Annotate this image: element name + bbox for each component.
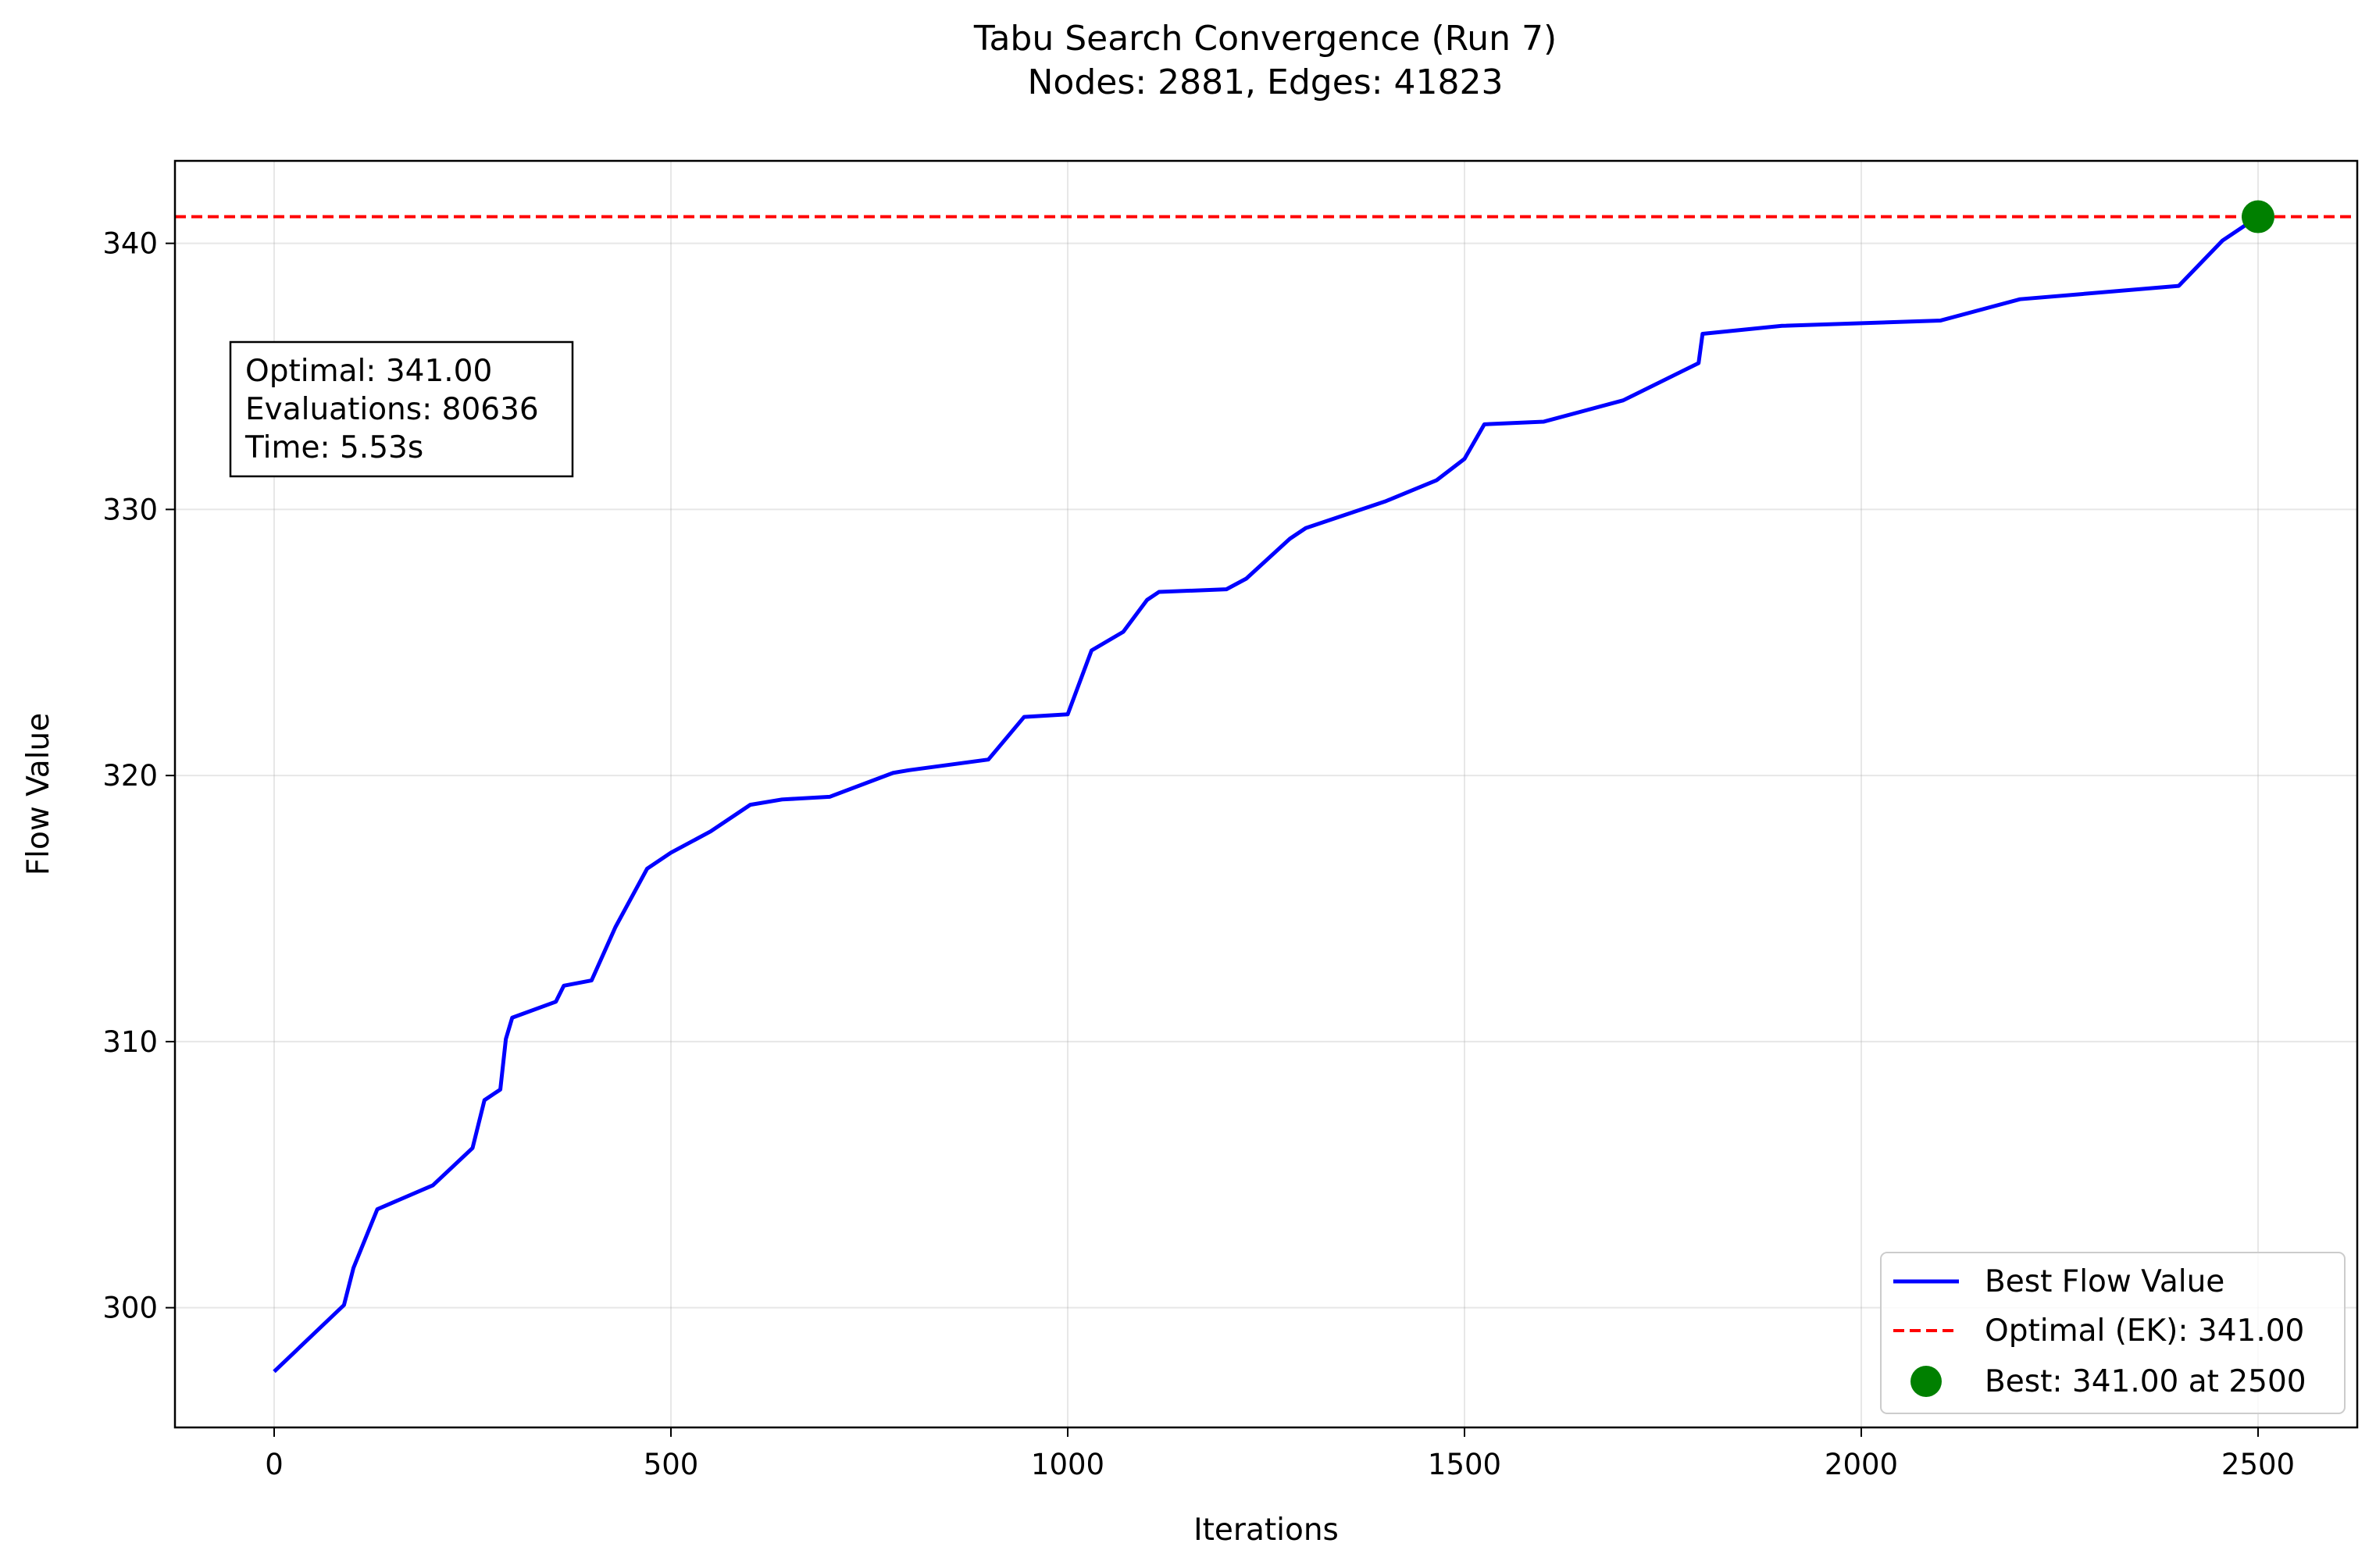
- x-tick-label: 0: [265, 1448, 284, 1481]
- legend-label-optimal: Optimal (EK): 341.00: [1985, 1313, 2304, 1349]
- y-tick-label: 330: [102, 493, 158, 526]
- y-tick-label: 320: [102, 759, 158, 793]
- y-axis-label: Flow Value: [21, 713, 56, 876]
- y-tick-label: 340: [102, 227, 158, 261]
- stats-annotation-box: Optimal: 341.00 Evaluations: 80636 Time:…: [229, 340, 574, 478]
- y-tick-label: 300: [102, 1292, 158, 1325]
- chart-title-line2: Nodes: 2881, Edges: 41823: [1028, 62, 1504, 102]
- x-tick-label: 500: [644, 1448, 699, 1481]
- best-flow-line: [273, 215, 2260, 1374]
- x-tick-label: 1500: [1428, 1448, 1501, 1481]
- stat-evaluations: Evaluations: 80636: [245, 392, 539, 427]
- axis-ticks: 0 500 1000 1500 2000 2500 300 310 320 330 340: [102, 227, 2295, 1481]
- x-tick-label: 1000: [1031, 1448, 1104, 1481]
- x-tick-label: 2500: [2221, 1448, 2295, 1481]
- x-axis-label: Iterations: [1193, 1513, 1339, 1548]
- plot-area-frame: [173, 159, 2359, 1429]
- stat-time: Time: 5.53s: [244, 430, 423, 465]
- x-tick-label: 2000: [1825, 1448, 1898, 1481]
- legend-label-best-point: Best: 341.00 at 2500: [1985, 1364, 2306, 1399]
- legend-label-best-flow: Best Flow Value: [1985, 1264, 2224, 1299]
- stat-optimal: Optimal: 341.00: [245, 354, 492, 389]
- legend: Best Flow Value Optimal (EK): 341.00 Bes…: [1880, 1252, 2346, 1414]
- legend-frame: [1880, 1252, 2346, 1414]
- y-tick-label: 310: [102, 1025, 158, 1059]
- best-point-marker: [2242, 200, 2274, 233]
- legend-swatch-best-point: [1910, 1366, 1942, 1397]
- stats-box-frame: [229, 340, 574, 478]
- chart-title-line1: Tabu Search Convergence (Run 7): [973, 19, 1557, 59]
